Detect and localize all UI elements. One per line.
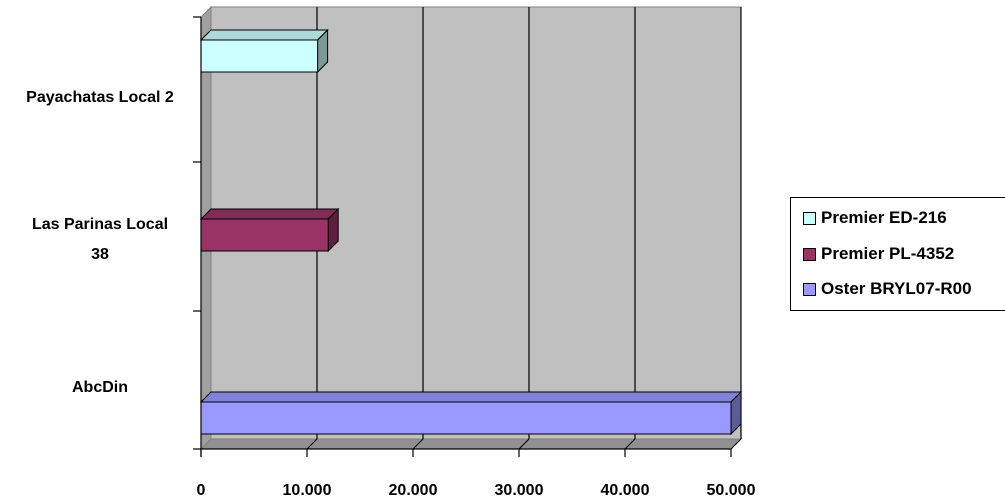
legend-item-oster-bryl07-r00: Oster BRYL07-R00 xyxy=(803,278,972,300)
axes xyxy=(193,16,732,457)
x-tick-label: 10.000 xyxy=(283,482,332,499)
category-label-line: Payachatas Local 2 xyxy=(26,89,174,106)
gridline-floor xyxy=(412,438,424,450)
floor xyxy=(199,438,743,450)
gridline-floor xyxy=(730,438,742,450)
legend-label: Premier PL-4352 xyxy=(821,244,955,263)
bars xyxy=(199,28,743,436)
x-tick-label: 50.000 xyxy=(707,482,756,499)
category-label-line: 38 xyxy=(91,246,109,263)
x-tick-labels: 0 10.000 20.000 30.000 40.000 50.000 xyxy=(197,482,756,499)
x-tick-label: 20.000 xyxy=(389,482,438,499)
gridline-floor xyxy=(518,438,530,450)
gridline-floor xyxy=(624,438,636,450)
legend-swatch-premier-ed-216 xyxy=(803,211,816,225)
bar-top-face xyxy=(199,391,743,403)
bar-top-face xyxy=(199,29,329,41)
category-label-line: AbcDin xyxy=(72,379,128,396)
bar-payachatas-local-2 xyxy=(199,28,329,74)
bar-abcdin xyxy=(199,390,743,436)
bar-las-parinas-local-38 xyxy=(199,207,340,253)
gridlines xyxy=(306,7,742,450)
legend-swatch-premier-pl-4352 xyxy=(803,247,816,261)
bar-front-face xyxy=(200,39,319,73)
legend-item-premier-ed-216: Premier ED-216 xyxy=(803,207,947,229)
gridline-floor xyxy=(306,438,318,450)
category-label: Payachatas Local 2 xyxy=(26,89,174,106)
x-tick-label: 40.000 xyxy=(601,482,650,499)
legend-label: Premier ED-216 xyxy=(821,208,947,227)
x-tick-label: 30.000 xyxy=(495,482,544,499)
bar-front-face xyxy=(200,218,329,252)
legend: Premier ED-216 Premier PL-4352 Oster BRY… xyxy=(790,197,1005,311)
category-label-line: Las Parinas Local xyxy=(32,216,168,233)
category-label: Las Parinas Local 38 xyxy=(32,216,168,263)
bar-top-face xyxy=(199,208,340,220)
legend-label: Oster BRYL07-R00 xyxy=(821,279,972,298)
legend-item-premier-pl-4352: Premier PL-4352 xyxy=(803,243,954,265)
bar-front-face xyxy=(200,401,732,435)
x-tick-label: 0 xyxy=(197,482,206,499)
category-labels: AbcDin Las Parinas Local 38 Payachatas Loca… xyxy=(26,89,174,396)
legend-swatch-oster-bryl07-r00 xyxy=(803,282,816,296)
category-label: AbcDin xyxy=(72,379,128,396)
